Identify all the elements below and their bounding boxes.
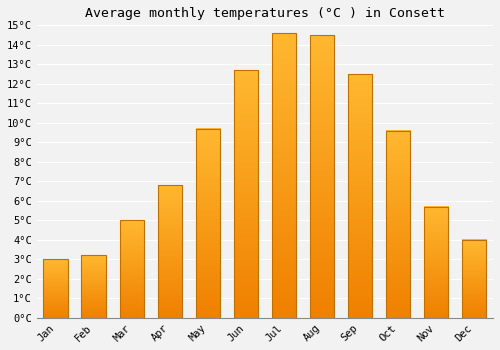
Bar (424, 207, 448, 318)
Bar (82, 256, 106, 318)
Bar (272, 33, 296, 318)
Bar (310, 35, 334, 318)
Bar (158, 185, 182, 318)
Bar (196, 129, 220, 318)
Bar (44, 259, 68, 318)
Bar (386, 131, 410, 318)
Title: Average monthly temperatures (°C ) in Consett: Average monthly temperatures (°C ) in Co… (85, 7, 445, 20)
Bar (348, 74, 372, 318)
Bar (120, 220, 144, 318)
Bar (234, 70, 258, 318)
Bar (462, 240, 486, 318)
